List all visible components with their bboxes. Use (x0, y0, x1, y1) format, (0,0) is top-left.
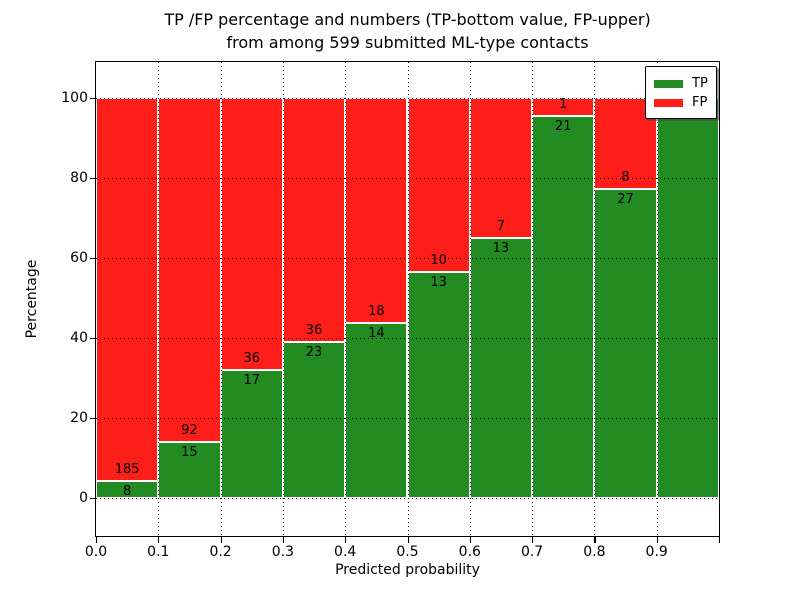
bar-tp-segment (407, 271, 470, 498)
y-axis-label: Percentage (24, 259, 40, 339)
x-gridline (282, 62, 284, 536)
x-tick-label: 0.3 (271, 544, 295, 560)
bar-fp-segment (220, 98, 283, 370)
fp-count-label: 36 (305, 323, 323, 339)
y-tick-mark (90, 338, 96, 340)
chart-title-line2: from among 599 submitted ML-type contact… (226, 33, 589, 52)
bar-fp-segment (469, 98, 533, 238)
fp-count-label: 8 (621, 170, 630, 186)
x-tick-mark (220, 537, 222, 543)
fp-count-label: 185 (114, 462, 140, 478)
x-tick-label: 0.2 (209, 544, 232, 560)
bar-tp-segment (282, 342, 346, 498)
legend-row: TP (654, 74, 708, 93)
x-tick-label: 0.4 (334, 544, 357, 560)
bar-tp-segment (594, 189, 657, 498)
legend-row: FP (654, 93, 708, 112)
x-tick-label: 0.1 (147, 544, 170, 560)
x-tick-mark (282, 537, 285, 543)
x-tick-mark (345, 537, 347, 543)
y-tick-label: 40 (70, 330, 88, 346)
x-tick-mark (158, 537, 160, 543)
y-tick-label: 20 (70, 410, 88, 426)
y-tick-mark (90, 178, 96, 180)
bar-fp-segment (158, 98, 221, 442)
bar-tp-segment (220, 369, 283, 498)
bar-fp-segment (345, 98, 408, 323)
legend-label: TP (692, 75, 708, 91)
tp-count-label: 23 (305, 345, 323, 361)
fp-count-label: 10 (430, 252, 447, 268)
y-tick-label: 80 (70, 170, 88, 186)
bar-tp-segment (96, 481, 159, 498)
bar-tp-segment (345, 323, 408, 498)
x-gridline (158, 62, 160, 536)
tp-count-label: 21 (554, 119, 572, 135)
x-tick-label: 0.7 (520, 544, 544, 560)
fp-count-label: 36 (243, 350, 261, 366)
y-tick-mark (90, 258, 96, 260)
fp-count-label: 92 (181, 422, 198, 438)
tp-count-label: 17 (243, 372, 261, 388)
y-tick-label: 0 (79, 490, 88, 506)
fp-count-label: 7 (496, 219, 506, 234)
chart-title: TP /FP percentage and numbers (TP-bottom… (96, 8, 719, 54)
tp-count-label: 14 (368, 326, 385, 341)
bar-tp-segment (532, 116, 595, 498)
plot-area: 18589215361736231814101371312182755 (95, 61, 720, 537)
x-tick-label: 0.8 (583, 544, 606, 560)
y-tick-label: 60 (70, 250, 88, 266)
chart-title-line1: TP /FP percentage and numbers (TP-bottom… (164, 10, 651, 29)
x-gridline (532, 62, 534, 536)
x-tick-mark (532, 537, 534, 543)
tp-count-label: 27 (617, 192, 634, 208)
x-tick-label: 0.6 (458, 544, 481, 560)
x-tick-mark (594, 537, 596, 543)
x-tick-label: 0.5 (396, 544, 419, 560)
tp-count-label: 8 (123, 484, 132, 500)
x-tick-label: 0.0 (84, 544, 108, 560)
bar-fp-segment (96, 98, 159, 482)
x-gridline (656, 62, 658, 536)
legend: TP FP (645, 66, 717, 119)
x-gridline (469, 62, 471, 536)
x-tick-mark (96, 537, 98, 543)
y-tick-mark (90, 498, 96, 500)
x-gridline (345, 62, 347, 536)
tp-count-label: 13 (492, 241, 510, 256)
x-tick-mark (469, 537, 471, 543)
x-gridline (594, 62, 596, 536)
bar-tp-segment (158, 441, 221, 498)
tp-count-label: 13 (430, 274, 447, 290)
y-tick-label: 100 (61, 90, 88, 106)
x-tick-mark (407, 537, 409, 543)
x-tick-mark (656, 537, 658, 543)
x-axis-label: Predicted probability (335, 562, 480, 578)
bar-tp-segment (656, 98, 719, 498)
x-tick-label: 0.9 (645, 544, 668, 560)
fp-count-label: 18 (368, 304, 385, 319)
fp-count-label: 1 (559, 97, 568, 113)
legend-color-patch (654, 98, 683, 107)
x-tick-mark (719, 537, 721, 543)
legend-color-patch (654, 79, 683, 88)
legend-label: FP (692, 94, 708, 110)
y-tick-mark (90, 98, 96, 100)
bar-tp-segment (469, 238, 533, 498)
bar-fp-segment (407, 98, 470, 272)
bar-fp-segment (282, 98, 346, 343)
tp-count-label: 15 (181, 444, 198, 460)
y-tick-mark (90, 418, 96, 420)
x-gridline (407, 62, 409, 536)
x-gridline (220, 62, 222, 536)
